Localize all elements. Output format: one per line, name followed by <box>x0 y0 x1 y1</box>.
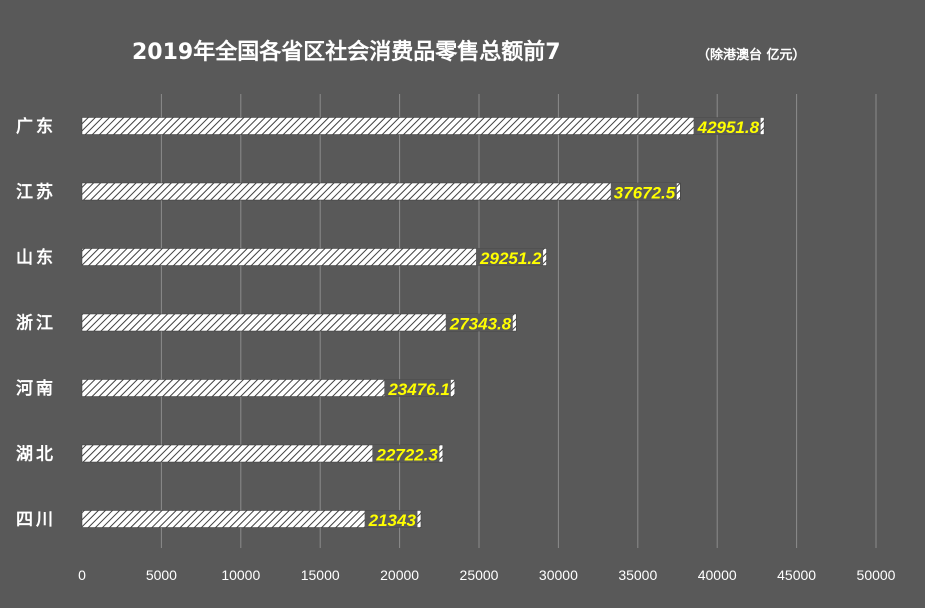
data-label-background <box>364 510 418 528</box>
category-label: 广东 <box>16 116 56 137</box>
data-label-background <box>384 379 451 397</box>
bar <box>81 182 681 201</box>
bar <box>81 313 517 332</box>
data-label: 42951.8 <box>697 118 760 137</box>
data-label-background <box>445 314 513 331</box>
data-label: 22722.3 <box>375 446 438 465</box>
x-tick-label: 15000 <box>301 567 340 583</box>
x-tick-label: 20000 <box>380 567 419 583</box>
value-labels: 42951.8 37672.5 29251.2 27343.8 23476.1 22722… <box>364 117 761 530</box>
x-tick-label: 30000 <box>539 567 578 583</box>
data-label: 37672.5 <box>614 184 676 203</box>
x-tick-label: 40000 <box>698 567 737 583</box>
data-label-background <box>372 445 440 462</box>
x-tick-label: 50000 <box>857 567 896 583</box>
category-label: 浙江 <box>16 313 56 334</box>
x-tick-label: 10000 <box>221 567 260 583</box>
category-label: 山东 <box>16 247 56 268</box>
data-label: 29251.2 <box>479 249 542 268</box>
bar <box>81 248 547 266</box>
data-label: 23476.1 <box>387 380 449 399</box>
data-label-background <box>476 248 544 266</box>
data-label: 21343 <box>368 511 417 530</box>
category-label: 河南 <box>16 378 56 399</box>
x-tick-label: 45000 <box>777 567 816 583</box>
bars <box>81 117 765 528</box>
x-tick-label: 25000 <box>460 567 499 583</box>
data-label-background <box>610 183 677 200</box>
data-label-background <box>693 117 761 135</box>
bar <box>81 379 456 397</box>
x-tick-label: 5000 <box>146 567 177 583</box>
category-label: 江苏 <box>16 182 56 203</box>
category-label: 湖北 <box>16 445 56 465</box>
chart-title: 2019年全国各省区社会消费品零售总额前7 <box>132 39 561 65</box>
data-label: 27343.8 <box>449 315 512 334</box>
chart-subtitle: （除港澳台 亿元） <box>697 47 806 63</box>
bar <box>81 117 765 135</box>
x-tick-label: 0 <box>78 567 86 583</box>
x-tick-label: 35000 <box>618 567 657 583</box>
bar <box>81 444 444 463</box>
bar <box>81 510 422 528</box>
value-axis: 0 5000 10000 15000 20000 25000 30000 35000 40000… <box>78 567 896 583</box>
category-label: 四川 <box>16 510 56 530</box>
